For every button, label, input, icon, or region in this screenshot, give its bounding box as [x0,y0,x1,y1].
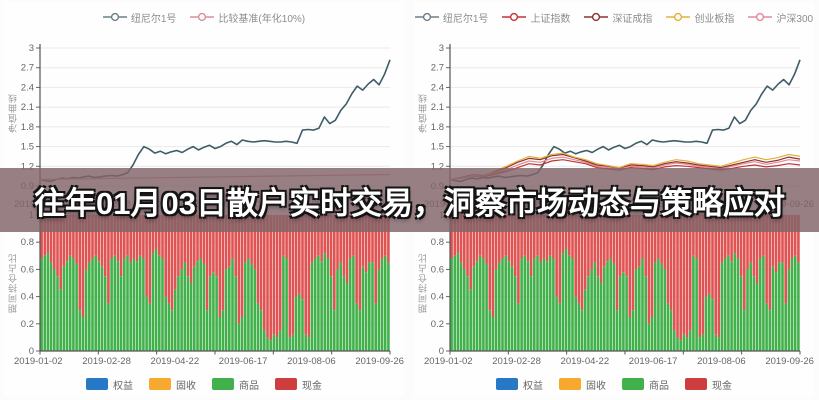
x-axis-date: 2019-01-02 [14,356,63,367]
bottom-legend-item[interactable]: 权益 [86,377,133,392]
top-legend-label: 沪深300 [776,13,814,25]
svg-text:0.4: 0.4 [21,292,34,303]
x-axis-date: 2019-06-17 [218,356,268,367]
svg-text:1.2: 1.2 [431,161,444,172]
legend-swatch-icon [622,378,644,390]
svg-text:1.8: 1.8 [21,122,34,133]
svg-text:2.1: 2.1 [431,102,444,113]
line-marker-icon [666,12,691,22]
top-legend-item[interactable]: 创业板指 [666,10,734,25]
line-marker-icon [102,12,127,22]
legend-swatch-icon [559,378,581,390]
line-marker-icon [584,12,609,22]
bar-chart-svg: 10.80.60.40.20 [431,211,801,355]
svg-text:0.8: 0.8 [21,237,34,248]
bottom-legend-label: 现金 [302,380,322,392]
svg-text:0: 0 [439,346,444,355]
bottom-legend-right: 权益 固收 商品 现金 [414,372,814,396]
x-axis-date: 2019-04-22 [560,356,610,367]
bottom-legend-label: 权益 [113,380,133,392]
top-legend-label: 创业板指 [694,13,735,25]
svg-text:2.7: 2.7 [431,63,444,74]
bottom-legend-item[interactable]: 权益 [496,377,543,392]
bottom-legend-label: 商品 [239,380,259,392]
top-legend-item[interactable]: 纽尼尔1号 [414,10,489,25]
top-legend-item[interactable]: 纽尼尔1号 [102,10,177,25]
y-axis-title: 期间持仓占比 [8,253,18,313]
svg-text:0: 0 [29,346,34,355]
x-axis-date: 2019-09-26 [765,356,814,367]
top-legend-label: 纽尼尔1号 [442,13,489,25]
svg-text:0.6: 0.6 [431,264,444,275]
legend-swatch-icon [275,378,297,390]
top-legend-left: 纽尼尔1号 比较基准(年化10%) [4,6,404,28]
bottom-legend-item[interactable]: 固收 [559,377,606,392]
svg-text:0.2: 0.2 [431,319,444,330]
bar-chart-x-axis: 2019-01-02 2019-02-28 2019-04-22 2019-06-17… [4,355,404,368]
x-axis-date: 2019-06-17 [628,356,678,367]
holdings-bar-chart-left: 期间持仓占比 10.80.60.40.20 [4,211,404,355]
bar-chart-svg: 10.80.60.40.20 [21,211,391,355]
x-axis-date: 2019-02-28 [492,356,541,367]
holdings-bar-chart-right: 期间持仓占比 10.80.60.40.20 [414,211,814,355]
bottom-legend-label: 商品 [649,380,669,392]
y-axis-title: 净值曲线 [418,93,428,133]
svg-text:1.5: 1.5 [431,142,444,153]
bottom-legend-item[interactable]: 商品 [212,377,259,392]
svg-text:0.8: 0.8 [431,237,444,248]
top-legend-label: 比较基准(年化10%) [218,13,306,25]
legend-swatch-icon [86,378,108,390]
top-legend-label: 上证指数 [530,13,571,25]
legend-swatch-icon [685,378,707,390]
y-axis-title: 期间持仓占比 [418,253,428,313]
bar-chart-x-axis: 2019-01-02 2019-02-28 2019-04-22 2019-06-17… [414,355,814,368]
bottom-legend-left: 权益 固收 商品 现金 [4,372,404,396]
svg-text:2.7: 2.7 [21,63,34,74]
bottom-legend-label: 固收 [176,380,196,392]
x-axis-date: 2019-04-22 [150,356,200,367]
top-legend-label: 深证成指 [612,13,653,25]
line-marker-icon [414,12,439,22]
legend-swatch-icon [496,378,518,390]
line-marker-icon [748,12,773,22]
svg-text:2.1: 2.1 [21,102,34,113]
line-marker-icon [502,12,527,22]
bottom-legend-item[interactable]: 现金 [275,377,322,392]
x-axis-date: 2019-01-02 [424,356,473,367]
svg-text:2.4: 2.4 [21,82,34,93]
bottom-legend-label: 现金 [712,380,732,392]
bottom-legend-label: 权益 [523,380,543,392]
svg-text:2.4: 2.4 [431,82,444,93]
headline-text: 往年01月03日散户实时交易，洞察市场动态与策略应对 [34,185,785,221]
bottom-legend-item[interactable]: 现金 [685,377,732,392]
svg-text:0.2: 0.2 [21,319,34,330]
bottom-legend-label: 固收 [586,380,606,392]
legend-swatch-icon [149,378,171,390]
x-axis-date: 2019-02-28 [82,356,131,367]
top-legend-right: 纽尼尔1号 上证指数 深证成指 创业板指 沪深300 [414,6,814,28]
line-marker-icon [190,12,215,22]
svg-text:3: 3 [439,43,444,54]
y-axis-title: 净值曲线 [8,93,18,133]
top-legend-item[interactable]: 沪深300 [748,10,813,25]
top-legend-label: 纽尼尔1号 [130,13,177,25]
bottom-legend-item[interactable]: 固收 [149,377,196,392]
top-legend-item[interactable]: 上证指数 [502,10,570,25]
svg-text:0.4: 0.4 [431,292,444,303]
svg-text:1.2: 1.2 [21,161,34,172]
svg-text:3: 3 [29,43,34,54]
x-axis-date: 2019-08-06 [697,356,746,367]
top-legend-item[interactable]: 比较基准(年化10%) [190,10,305,25]
bottom-legend-item[interactable]: 商品 [622,377,669,392]
top-legend-item[interactable]: 深证成指 [584,10,652,25]
svg-text:0.6: 0.6 [21,264,34,275]
x-axis-date: 2019-09-26 [355,356,404,367]
svg-text:1.8: 1.8 [431,122,444,133]
legend-swatch-icon [212,378,234,390]
x-axis-date: 2019-08-06 [287,356,336,367]
svg-text:1.5: 1.5 [21,142,34,153]
headline-banner: 往年01月03日散户实时交易，洞察市场动态与策略应对 [0,168,819,232]
